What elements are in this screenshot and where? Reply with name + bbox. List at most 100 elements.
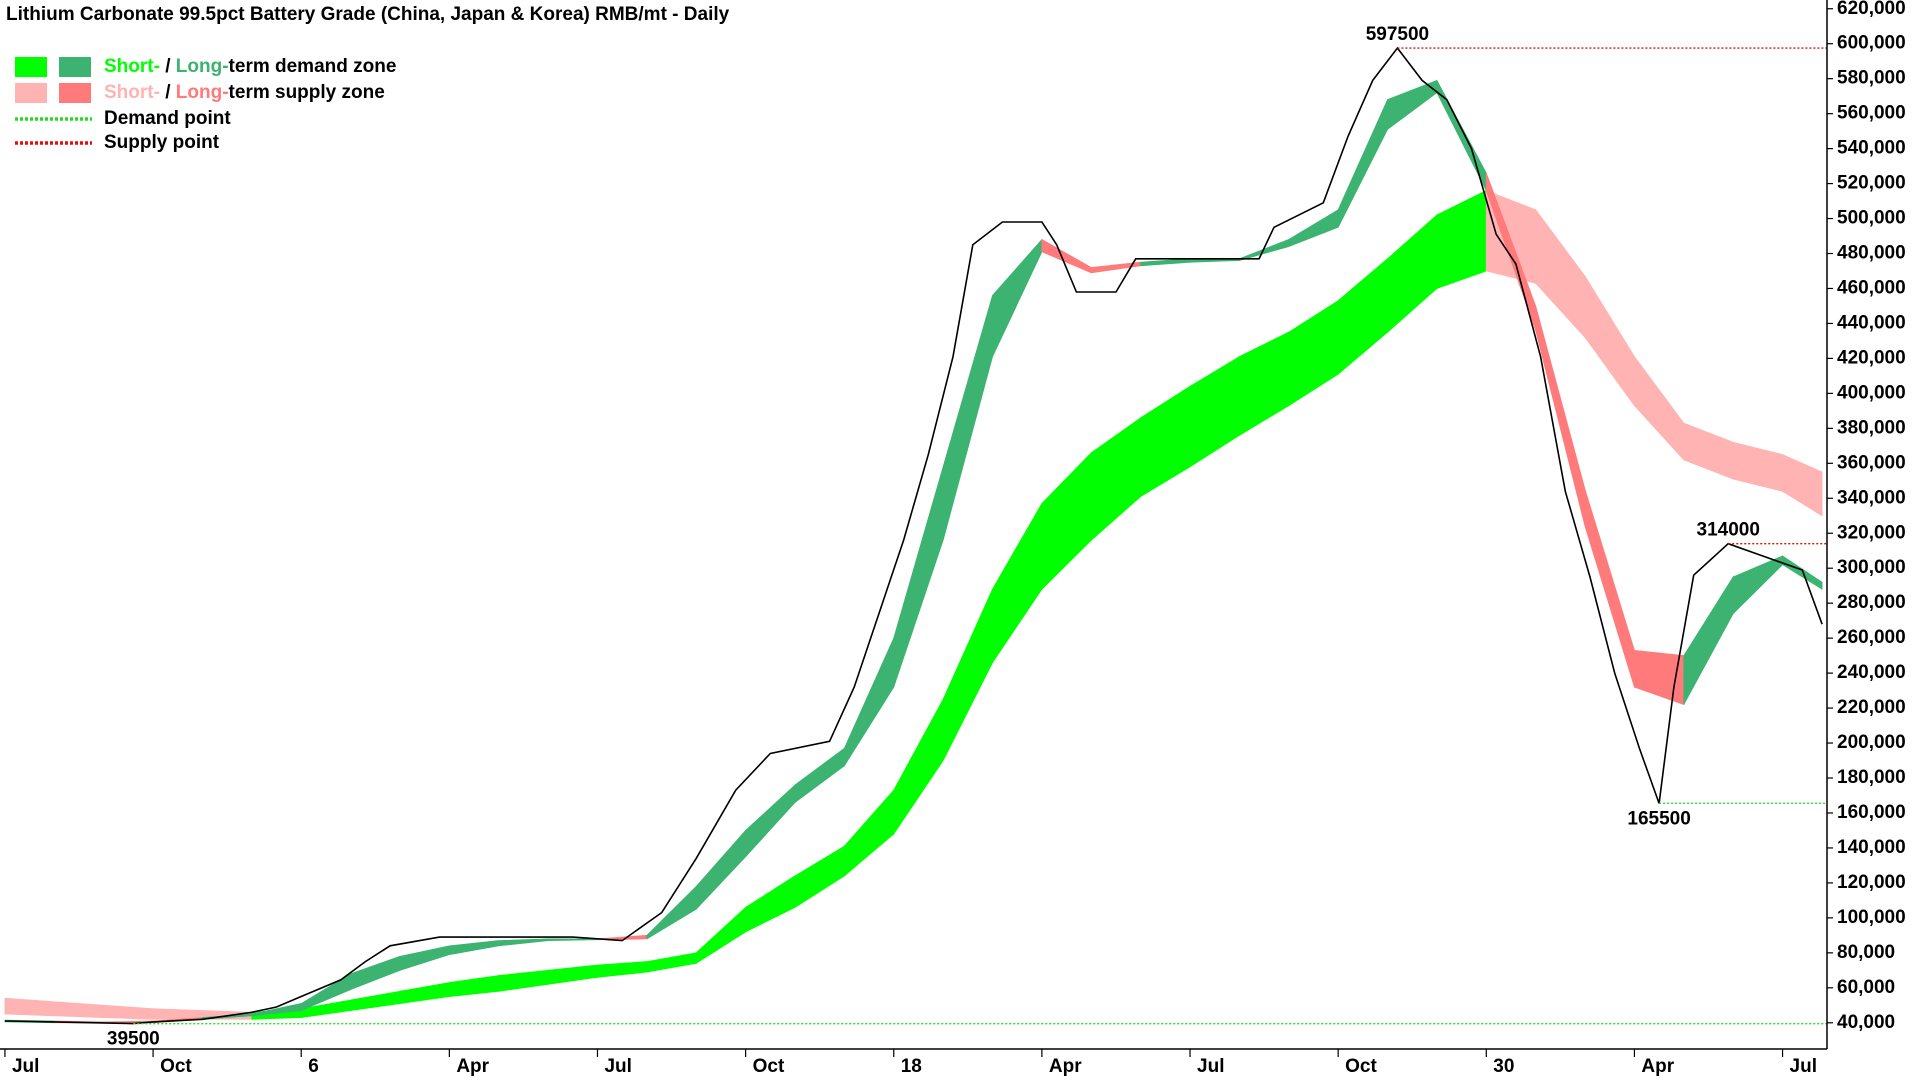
- long-term-zone: [1238, 331, 1290, 437]
- demand-point-label: 39500: [107, 1029, 160, 1050]
- y-tick-label: 440,000: [1837, 312, 1906, 333]
- y-tick-label: 240,000: [1837, 662, 1906, 683]
- long-term-zone: [103, 1004, 154, 1020]
- y-tick-label: 480,000: [1837, 243, 1906, 264]
- y-tick-label: 80,000: [1837, 942, 1895, 963]
- short-term-zone: [498, 938, 549, 947]
- long-term-zone: [1090, 417, 1142, 542]
- x-tick-label: Apr: [456, 1056, 489, 1077]
- legend-label: Short- / Long-term supply zone: [104, 82, 385, 103]
- long-term-zone: [53, 1001, 105, 1018]
- x-tick-label: Jul: [1790, 1056, 1817, 1077]
- legend-label-part: term supply zone: [229, 82, 385, 103]
- x-tick-label: Jul: [604, 1056, 631, 1077]
- short-term-zone: [992, 238, 1043, 357]
- legend-label-part: Long-: [176, 56, 229, 77]
- x-tick-label: Jul: [12, 1056, 39, 1077]
- short-term-zone: [1387, 79, 1438, 131]
- y-tick-label: 520,000: [1837, 173, 1906, 194]
- y-tick-label: 220,000: [1837, 697, 1906, 718]
- legend-label-part: Short-: [104, 56, 160, 77]
- short-term-zone: [893, 466, 944, 688]
- long-term-zone: [1337, 257, 1388, 376]
- x-tick-label: 18: [901, 1056, 922, 1077]
- price-line: [4, 46, 1823, 1025]
- long-term-zone: [942, 589, 993, 761]
- short-term-zone: [942, 295, 993, 541]
- legend-swatch: [15, 57, 47, 77]
- legend-label-part: /: [160, 56, 176, 77]
- legend-label-part: Short-: [104, 82, 160, 103]
- y-tick-label: 460,000: [1837, 277, 1906, 298]
- x-tick-label: 30: [1493, 1056, 1514, 1077]
- long-term-zone: [794, 845, 845, 909]
- y-tick-label: 160,000: [1837, 802, 1906, 823]
- y-tick-label: 40,000: [1837, 1012, 1895, 1033]
- long-term-zone: [498, 969, 549, 992]
- long-term-zone: [597, 961, 648, 978]
- y-tick-label: 540,000: [1837, 138, 1906, 159]
- y-tick-label: 420,000: [1837, 347, 1906, 368]
- y-tick-label: 300,000: [1837, 557, 1906, 578]
- x-tick-label: Oct: [753, 1056, 785, 1077]
- long-term-zone: [1683, 422, 1734, 480]
- short-term-zone: [350, 955, 401, 991]
- long-term-zone: [448, 975, 500, 997]
- long-term-zone: [1140, 385, 1191, 498]
- y-tick-label: 280,000: [1837, 592, 1906, 613]
- y-tick-label: 120,000: [1837, 872, 1906, 893]
- long-term-zone: [1535, 208, 1586, 339]
- y-tick-label: 340,000: [1837, 487, 1906, 508]
- short-term-zone: [745, 784, 796, 858]
- long-term-zone: [1288, 299, 1339, 407]
- short-term-zone: [1288, 209, 1339, 248]
- long-term-zone: [843, 789, 895, 877]
- legend-label-part: Long-: [176, 82, 229, 103]
- long-term-zone: [1634, 355, 1685, 461]
- chart-title: Lithium Carbonate 99.5pct Battery Grade …: [6, 4, 730, 25]
- long-term-zone: [1387, 214, 1438, 334]
- legend-label: Demand point: [104, 108, 231, 129]
- long-term-zone: [992, 502, 1043, 664]
- y-tick-label: 600,000: [1837, 33, 1906, 54]
- x-tick-label: Oct: [160, 1056, 192, 1077]
- legend-swatch: [15, 83, 47, 103]
- long-term-zone: [1436, 189, 1487, 290]
- y-tick-label: 100,000: [1837, 907, 1906, 928]
- short-term-zone: [794, 747, 845, 804]
- short-term-zone: [1683, 575, 1734, 705]
- y-tick-label: 200,000: [1837, 732, 1906, 753]
- legend-label: Short- / Long-term demand zone: [104, 56, 396, 77]
- short-term-zone: [1535, 305, 1586, 527]
- demand-point-label: 165500: [1627, 808, 1690, 829]
- short-term-zone: [646, 885, 697, 940]
- short-term-zone: [1782, 555, 1823, 590]
- y-tick-label: 400,000: [1837, 382, 1906, 403]
- long-term-zone: [1782, 453, 1823, 517]
- x-tick-label: 6: [308, 1056, 319, 1077]
- long-term-zone: [1732, 441, 1783, 492]
- short-term-zone: [1337, 99, 1388, 228]
- long-term-zone: [399, 982, 450, 1005]
- long-term-zone: [1041, 451, 1092, 591]
- x-tick-label: Apr: [1049, 1056, 1082, 1077]
- legend-label: Supply point: [104, 132, 220, 153]
- y-tick-label: 620,000: [1837, 0, 1906, 19]
- y-tick-label: 260,000: [1837, 627, 1906, 648]
- legend-label-part: /: [160, 82, 176, 103]
- y-tick-label: 580,000: [1837, 68, 1906, 89]
- long-term-zone: [646, 952, 697, 973]
- y-tick-label: 380,000: [1837, 417, 1906, 438]
- long-term-zone: [350, 990, 401, 1011]
- long-term-zone: [893, 699, 944, 836]
- y-tick-label: 560,000: [1837, 103, 1906, 124]
- y-tick-label: 360,000: [1837, 452, 1906, 473]
- supply-point-label: 597500: [1366, 24, 1429, 45]
- long-term-zone: [4, 997, 55, 1017]
- x-tick-label: Apr: [1641, 1056, 1674, 1077]
- y-tick-label: 140,000: [1837, 837, 1906, 858]
- x-tick-label: Oct: [1345, 1056, 1377, 1077]
- short-term-zone: [843, 637, 895, 768]
- y-tick-label: 60,000: [1837, 977, 1895, 998]
